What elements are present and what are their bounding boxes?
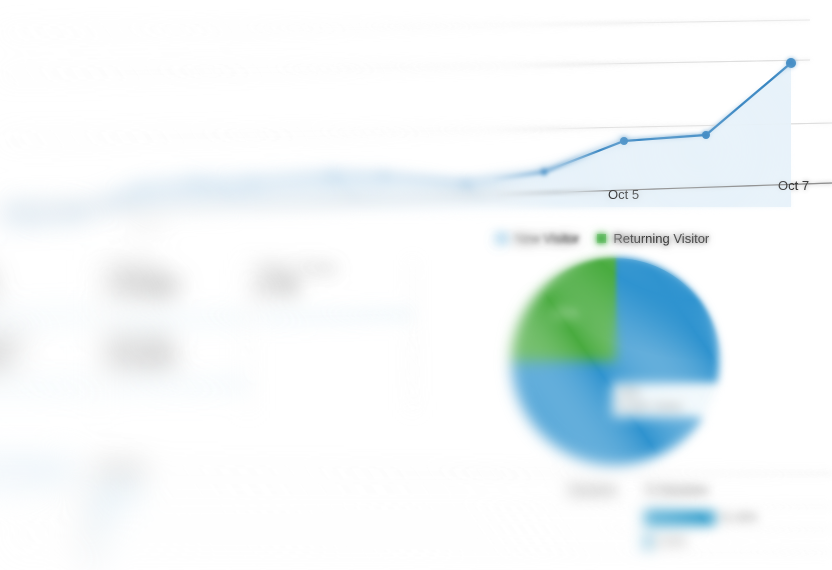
svg-text:(7,481 Visits): (7,481 Visits) xyxy=(618,401,682,413)
svg-text:25%: 25% xyxy=(552,306,578,321)
svg-text:75%: 75% xyxy=(618,387,640,399)
